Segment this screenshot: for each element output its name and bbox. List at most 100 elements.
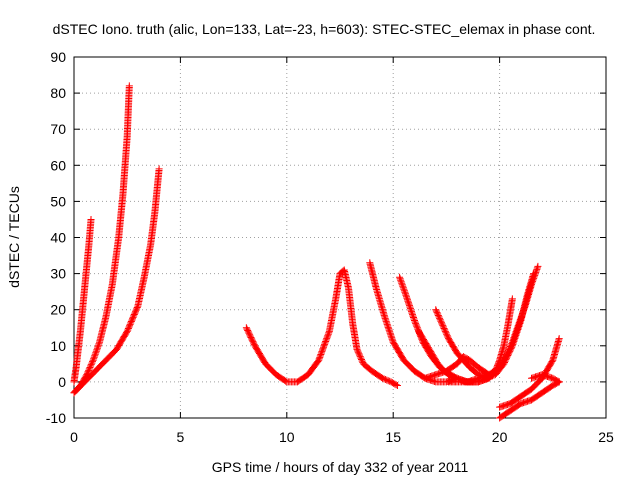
- data-point-marker: [85, 365, 93, 373]
- data-point-marker: [90, 353, 98, 361]
- data-point-marker: [437, 317, 445, 325]
- data-point-marker: [392, 381, 400, 389]
- data-point-marker: [91, 350, 99, 358]
- data-point-marker: [514, 325, 522, 333]
- x-axis-label: GPS time / hours of day 332 of year 2011: [212, 459, 469, 475]
- data-point-marker: [432, 306, 440, 314]
- data-point-marker: [319, 345, 327, 353]
- y-tick-label: 50: [50, 193, 66, 209]
- data-point-marker: [530, 270, 538, 278]
- y-tick-label: 90: [50, 49, 66, 65]
- data-point-marker: [483, 374, 491, 382]
- data-point-marker: [410, 317, 418, 325]
- series-track: [445, 262, 542, 386]
- data-point-marker: [397, 276, 405, 284]
- data-point-marker: [384, 323, 392, 331]
- series-track: [70, 165, 163, 397]
- series-track: [242, 266, 401, 390]
- data-point-marker: [484, 374, 492, 382]
- data-point-marker: [508, 342, 516, 350]
- series-track: [464, 295, 516, 386]
- data-point-marker: [405, 300, 413, 308]
- data-point-marker: [434, 311, 442, 319]
- data-point-marker: [125, 82, 133, 90]
- y-tick-label: 40: [50, 230, 66, 246]
- data-point-marker: [320, 342, 328, 350]
- data-point-marker: [406, 303, 414, 311]
- data-point-marker: [487, 372, 495, 380]
- data-point-marker: [512, 331, 520, 339]
- data-point-marker: [412, 319, 420, 327]
- data-point-marker: [401, 290, 409, 298]
- data-point-marker: [398, 279, 406, 287]
- data-point-marker: [438, 320, 446, 328]
- data-point-marker: [356, 351, 364, 359]
- data-point-marker: [155, 165, 163, 173]
- data-point-marker: [91, 352, 99, 360]
- data-point-marker: [382, 316, 390, 324]
- data-point-marker: [399, 284, 407, 292]
- data-point-marker: [400, 285, 408, 293]
- data-point-marker: [443, 330, 451, 338]
- data-point-marker: [399, 282, 407, 290]
- data-point-marker: [486, 373, 494, 381]
- data-point-marker: [555, 378, 563, 386]
- grid-lines: [74, 57, 606, 418]
- data-point-marker: [533, 265, 541, 273]
- data-point-marker: [509, 339, 517, 347]
- data-point-marker: [555, 335, 563, 343]
- data-point-marker: [358, 357, 366, 365]
- data-point-marker: [402, 293, 410, 301]
- data-point-marker: [435, 313, 443, 321]
- data-point-marker: [379, 374, 387, 382]
- data-point-marker: [511, 334, 519, 342]
- y-tick-label: 0: [58, 374, 66, 390]
- data-point-marker: [411, 318, 419, 326]
- data-point-marker: [401, 288, 409, 296]
- series-track: [496, 378, 563, 422]
- data-point-marker: [474, 378, 482, 386]
- data-point-marker: [515, 322, 523, 330]
- data-point-marker: [316, 353, 324, 361]
- data-point-marker: [92, 349, 100, 357]
- data-point-marker: [404, 299, 412, 307]
- y-tick-label: -10: [46, 410, 66, 426]
- data-point-marker: [489, 372, 497, 380]
- data-point-marker: [388, 335, 396, 343]
- data-point-marker: [316, 352, 324, 360]
- data-point-marker: [398, 281, 406, 289]
- data-point-marker: [317, 349, 325, 357]
- data-point-marker: [476, 377, 484, 385]
- data-point-marker: [380, 375, 388, 383]
- data-point-marker: [396, 275, 404, 283]
- x-tick-label: 5: [177, 429, 185, 445]
- data-point-marker: [324, 332, 332, 340]
- data-point-marker: [534, 262, 542, 270]
- data-point-marker: [89, 356, 97, 364]
- data-point-marker: [509, 340, 517, 348]
- data-point-marker: [87, 215, 95, 223]
- y-axis-label: dSTEC / TECUs: [6, 186, 22, 288]
- x-tick-label: 20: [492, 429, 508, 445]
- data-series: [70, 82, 563, 422]
- data-point-marker: [513, 327, 521, 335]
- data-point-marker: [403, 294, 411, 302]
- data-point-marker: [554, 377, 562, 385]
- data-point-marker: [387, 331, 395, 339]
- x-tick-label: 15: [385, 429, 401, 445]
- data-point-marker: [400, 287, 408, 295]
- data-point-marker: [403, 296, 411, 304]
- data-point-marker: [85, 366, 93, 374]
- data-point-marker: [442, 329, 450, 337]
- data-point-marker: [407, 306, 415, 314]
- x-tick-label: 25: [598, 429, 614, 445]
- data-point-marker: [404, 297, 412, 305]
- y-tick-label: 10: [50, 338, 66, 354]
- data-point-marker: [384, 377, 392, 385]
- y-tick-label: 70: [50, 121, 66, 137]
- data-point-marker: [385, 326, 393, 334]
- data-point-marker: [357, 356, 365, 364]
- data-point-marker: [89, 358, 97, 366]
- data-point-marker: [320, 343, 328, 351]
